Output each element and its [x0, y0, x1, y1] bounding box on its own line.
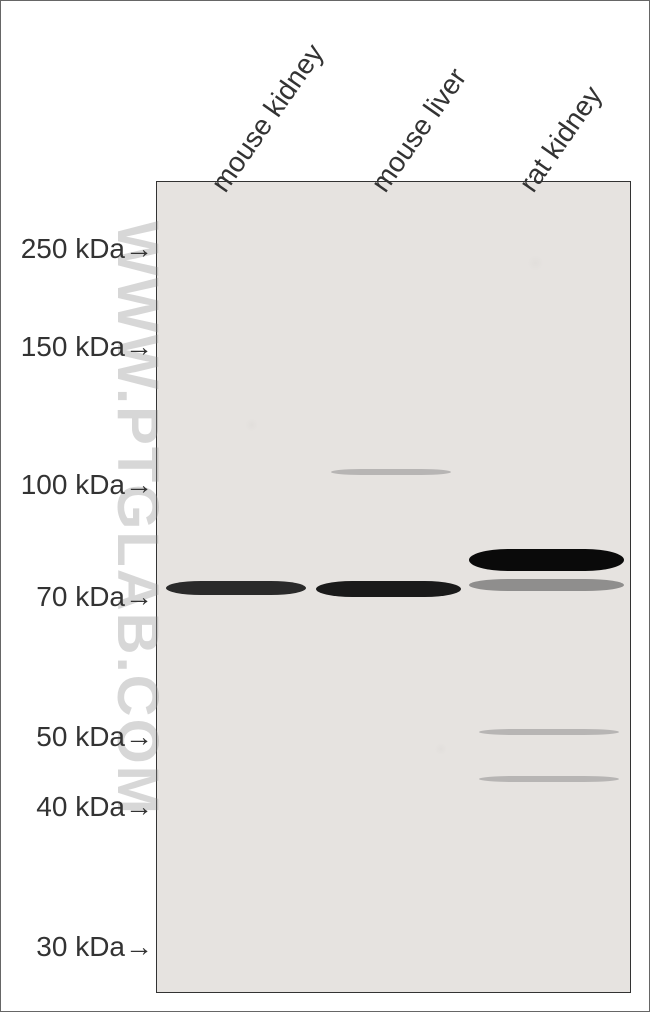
marker-250: 250 kDa→: [13, 233, 153, 265]
western-blot-figure: WWW.PTGLAB.COM mouse kidney mouse liver …: [1, 1, 649, 1011]
marker-150: 150 kDa→: [13, 331, 153, 363]
band-lane2-100kda: [331, 469, 451, 475]
band-lane3-70kda: [469, 579, 624, 591]
band-lane3-upper: [469, 549, 624, 571]
lane-label-2: mouse liver: [365, 62, 473, 198]
band-lane2-70kda: [316, 581, 461, 597]
band-lane3-50kda: [479, 729, 619, 735]
lane-label-1: mouse kidney: [205, 38, 330, 198]
band-lane1-70kda: [166, 581, 306, 595]
marker-70: 70 kDa→: [27, 581, 153, 613]
marker-40: 40 kDa→: [27, 791, 153, 823]
marker-100: 100 kDa→: [13, 469, 153, 501]
band-lane3-40kda: [479, 776, 619, 782]
marker-30: 30 kDa→: [27, 931, 153, 963]
marker-50: 50 kDa→: [27, 721, 153, 753]
